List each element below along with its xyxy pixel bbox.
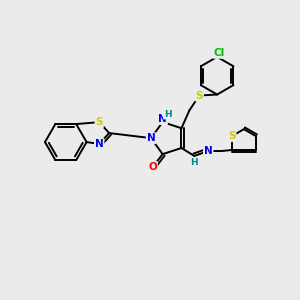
Text: S: S — [228, 131, 236, 141]
Text: H: H — [164, 110, 171, 119]
Text: O: O — [148, 162, 157, 172]
Text: Cl: Cl — [214, 48, 225, 58]
Text: N: N — [95, 139, 103, 149]
Text: H: H — [190, 158, 198, 167]
Text: S: S — [196, 91, 203, 100]
Text: N: N — [204, 146, 213, 156]
Text: N: N — [158, 114, 167, 124]
Text: N: N — [147, 133, 155, 143]
Text: S: S — [95, 117, 103, 127]
